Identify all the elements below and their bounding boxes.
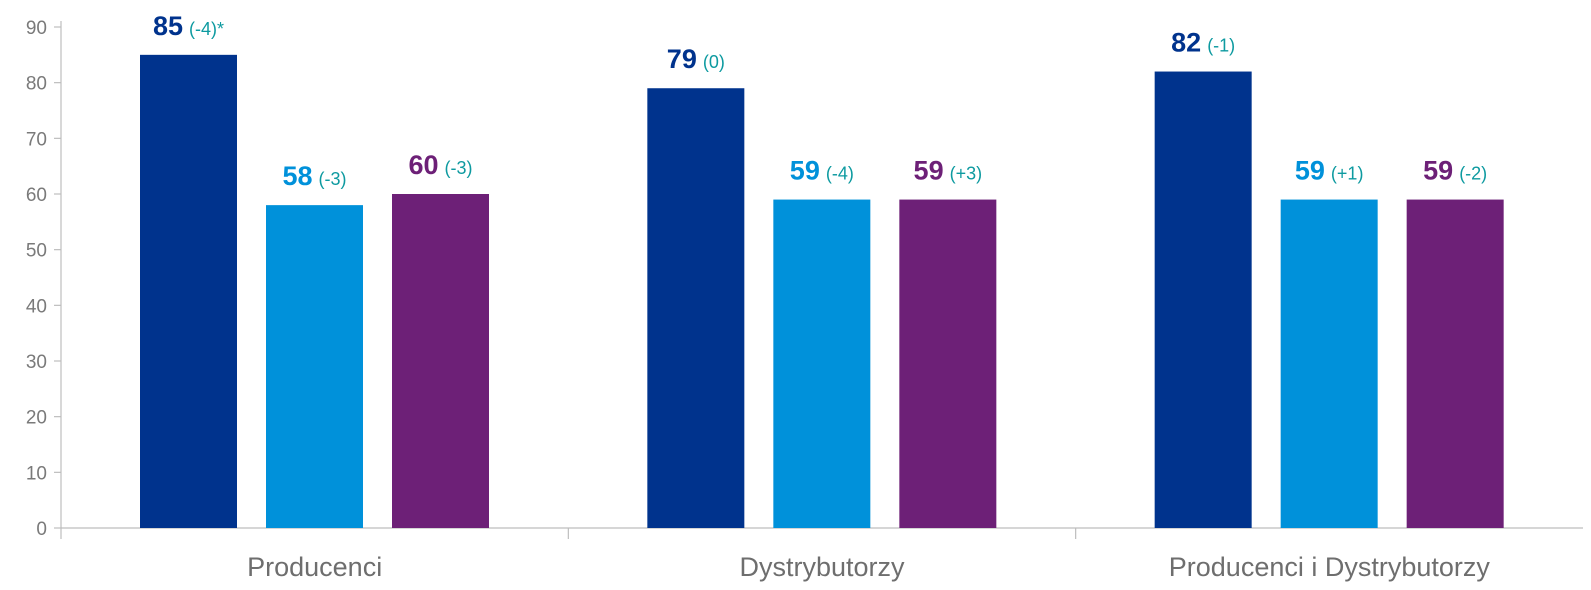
value-delta: (-3) [319, 169, 347, 189]
value-number: 79 [667, 44, 697, 74]
value-number: 59 [914, 156, 944, 186]
value-label: 82 (-1) [1171, 28, 1235, 58]
value-label: 59 (+1) [1295, 156, 1364, 186]
value-delta: (+1) [1331, 164, 1364, 184]
category-label: Producenci [247, 552, 382, 582]
value-label: 59 (+3) [914, 156, 983, 186]
value-delta: (-4) [826, 164, 854, 184]
value-number: 85 [153, 11, 183, 41]
category-label: Dystrybutorzy [739, 552, 905, 582]
y-tick-label: 70 [26, 129, 47, 150]
y-tick-label: 10 [26, 463, 47, 484]
value-label: 85 (-4)* [153, 11, 224, 41]
value-label: 60 (-3) [408, 150, 472, 180]
y-tick-label: 40 [26, 296, 47, 317]
bar [899, 199, 997, 529]
value-delta: (+3) [950, 164, 983, 184]
bar [140, 54, 237, 528]
y-tick-label: 50 [26, 241, 47, 262]
value-label: 59 (-2) [1423, 156, 1487, 186]
y-tick-label: 60 [26, 185, 47, 206]
x-axis: Producenci Dystrybutorzy Producenci i Dyst… [60, 527, 1583, 582]
value-delta: (-1) [1207, 36, 1235, 56]
bar [392, 194, 489, 528]
category-label: Producenci i Dystrybutorzy [1169, 552, 1491, 582]
y-axis: 0 10 20 30 40 50 60 70 80 90 [26, 18, 62, 540]
value-label: 58 (-3) [282, 161, 346, 191]
y-tick-label: 80 [26, 74, 47, 95]
value-delta: (-3) [445, 158, 473, 178]
value-number: 82 [1171, 28, 1201, 58]
value-label: 59 (-4) [790, 156, 854, 186]
value-number: 59 [1423, 156, 1453, 186]
value-delta: (-4)* [189, 19, 224, 39]
bar [773, 199, 871, 529]
y-tick-label: 90 [26, 18, 47, 39]
value-delta: (-2) [1459, 164, 1487, 184]
value-number: 58 [282, 161, 312, 191]
value-labels: 85 (-4)* 79 (0) 82 (-1) 58 (-3) 59 (-4) 59 (+1) 60 (-… [153, 11, 1487, 191]
bars [140, 54, 1504, 529]
bar [647, 88, 745, 528]
value-label: 79 (0) [667, 44, 725, 74]
bar [1406, 199, 1504, 529]
y-tick-label: 0 [36, 519, 47, 540]
y-tick-label: 20 [26, 408, 47, 429]
bar [266, 205, 363, 528]
bar [1154, 71, 1252, 529]
value-number: 59 [790, 156, 820, 186]
bar [1280, 199, 1378, 529]
value-delta: (0) [703, 52, 725, 72]
value-number: 60 [408, 150, 438, 180]
y-tick-label: 30 [26, 352, 47, 373]
value-number: 59 [1295, 156, 1325, 186]
